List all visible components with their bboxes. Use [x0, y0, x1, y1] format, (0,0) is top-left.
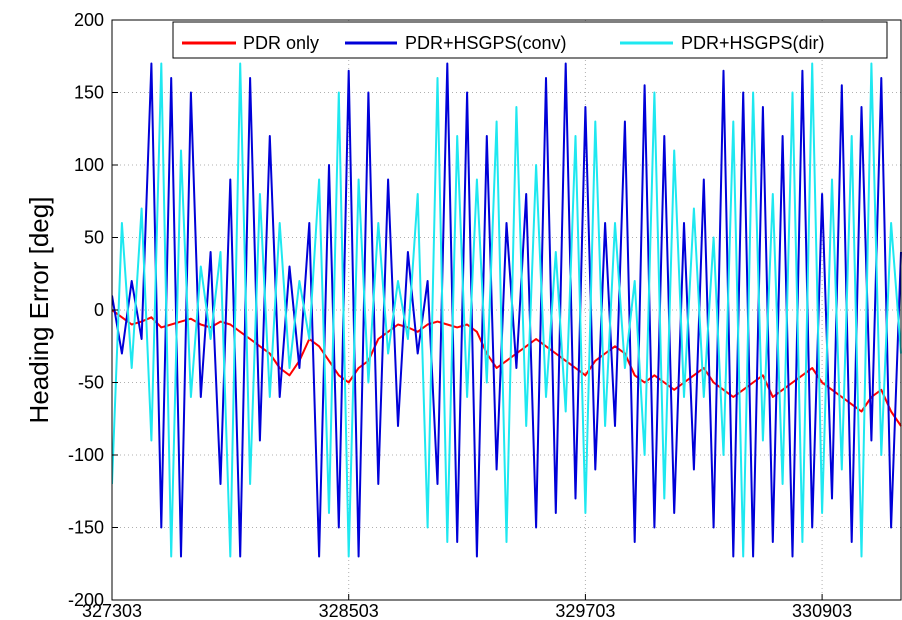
y-tick-label: 200	[74, 10, 104, 30]
y-axis-label: Heading Error [deg]	[24, 197, 54, 424]
x-tick-label: 329703	[555, 601, 615, 620]
legend-label-2: PDR+HSGPS(conv)	[405, 33, 567, 53]
y-tick-label: 100	[74, 155, 104, 175]
y-tick-label: 0	[94, 300, 104, 320]
y-ticks: 200 150 100 50 0 -50 -100 -150 -200	[68, 10, 118, 610]
x-tick-label: 328503	[319, 601, 379, 620]
y-tick-label: -150	[68, 518, 104, 538]
y-tick-label: -100	[68, 445, 104, 465]
legend: PDR only PDR+HSGPS(conv) PDR+HSGPS(dir)	[172, 21, 888, 59]
series-layer	[112, 62, 902, 558]
legend-label-1: PDR only	[243, 33, 319, 53]
y-tick-label: 50	[84, 228, 104, 248]
series-line-2	[112, 62, 902, 558]
x-tick-label: 330903	[792, 601, 852, 620]
legend-label-3: PDR+HSGPS(dir)	[681, 33, 825, 53]
y-tick-label: -200	[68, 590, 104, 610]
legend-box	[172, 21, 888, 59]
series-line-3	[112, 62, 902, 558]
x-tick-label: 327303	[82, 601, 142, 620]
y-tick-label: -50	[78, 373, 104, 393]
x-ticks: 327303 328503 329703 330903	[82, 594, 852, 620]
y-tick-label: 150	[74, 83, 104, 103]
